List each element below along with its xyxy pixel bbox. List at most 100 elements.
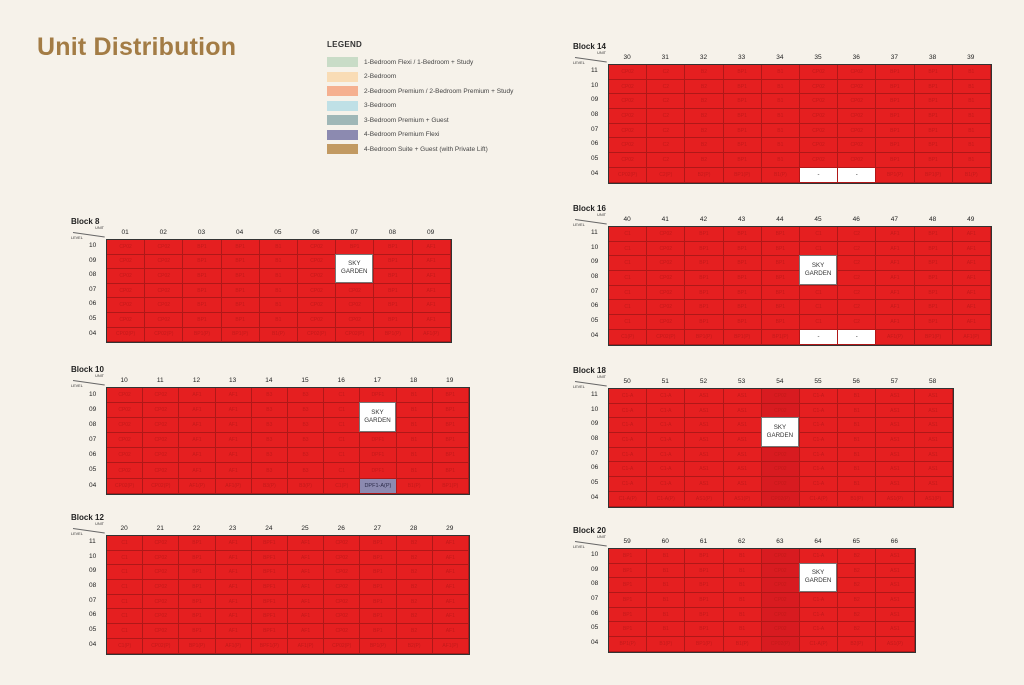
unit-cell[interactable] bbox=[799, 578, 839, 594]
unit-cell[interactable]: CP02 bbox=[609, 94, 648, 110]
unit-cell[interactable]: BP1 bbox=[336, 240, 375, 255]
unit-cell[interactable]: - bbox=[799, 167, 839, 183]
unit-cell[interactable]: CP02 bbox=[647, 256, 686, 272]
unit-cell[interactable]: AF1 bbox=[952, 315, 991, 330]
unit-cell[interactable]: BP1 bbox=[876, 109, 915, 124]
unit-cell[interactable]: BP1(P) bbox=[914, 329, 953, 345]
unit-cell[interactable]: BPF1 bbox=[251, 565, 288, 581]
unit-cell[interactable]: BP1 bbox=[914, 256, 953, 272]
unit-cell[interactable]: C1 bbox=[799, 227, 839, 242]
unit-cell[interactable]: CP02(P) bbox=[761, 491, 800, 507]
unit-cell[interactable]: CP02 bbox=[838, 65, 877, 80]
unit-cell[interactable]: B2 bbox=[396, 580, 433, 595]
unit-cell[interactable]: AF1 bbox=[215, 448, 252, 464]
unit-cell[interactable]: C2 bbox=[647, 94, 686, 110]
unit-cell[interactable]: BP1 bbox=[914, 227, 953, 242]
unit-cell[interactable]: CP02 bbox=[107, 283, 146, 299]
unit-cell[interactable]: B1 bbox=[259, 269, 298, 284]
unit-cell[interactable]: - bbox=[799, 329, 839, 345]
unit-cell[interactable]: C1-A bbox=[609, 418, 648, 434]
unit-cell[interactable]: AF1(P) bbox=[432, 638, 469, 654]
unit-cell[interactable]: B1 bbox=[259, 240, 298, 255]
unit-cell[interactable]: CP02(P) bbox=[647, 329, 686, 345]
unit-cell[interactable]: CP02 bbox=[143, 550, 180, 566]
unit-cell[interactable]: AS1 bbox=[876, 477, 915, 492]
unit-cell[interactable]: AF1 bbox=[287, 536, 325, 551]
unit-cell[interactable]: B2 bbox=[396, 550, 433, 566]
unit-cell[interactable]: BP1 bbox=[723, 227, 762, 242]
unit-cell[interactable]: B1 bbox=[761, 65, 800, 80]
unit-cell[interactable]: BP1 bbox=[914, 94, 953, 110]
unit-cell[interactable]: BP1 bbox=[761, 241, 800, 257]
unit-cell[interactable]: CP02 bbox=[838, 94, 877, 110]
unit-cell[interactable]: B3 bbox=[251, 418, 288, 434]
unit-cell[interactable]: AS1 bbox=[914, 433, 953, 448]
unit-cell[interactable]: DPF1 bbox=[360, 463, 397, 479]
unit-cell[interactable]: B2 bbox=[838, 563, 877, 579]
unit-cell[interactable]: BP1 bbox=[914, 79, 953, 95]
unit-cell[interactable]: C1-A bbox=[799, 462, 839, 478]
unit-cell[interactable]: C1 bbox=[609, 241, 648, 257]
unit-cell[interactable]: AF1 bbox=[432, 550, 469, 566]
unit-cell[interactable]: C1-A bbox=[647, 418, 686, 434]
unit-cell[interactable]: BP1 bbox=[685, 271, 724, 286]
unit-cell[interactable]: B1 bbox=[396, 388, 433, 404]
unit-cell[interactable]: B1 bbox=[838, 403, 877, 419]
unit-cell[interactable]: AS1(P) bbox=[914, 491, 953, 507]
unit-cell[interactable]: AF1 bbox=[215, 550, 252, 566]
unit-cell[interactable]: BP1 bbox=[876, 94, 915, 110]
unit-cell[interactable]: BP1(P) bbox=[183, 327, 222, 343]
unit-cell[interactable]: BP1 bbox=[609, 607, 648, 623]
unit-cell[interactable]: C1-A bbox=[799, 433, 839, 448]
unit-cell[interactable]: CP02 bbox=[761, 622, 800, 638]
unit-cell[interactable]: BP1 bbox=[761, 256, 800, 272]
unit-cell[interactable]: AF1 bbox=[179, 418, 216, 434]
unit-cell[interactable]: AS1 bbox=[876, 433, 915, 448]
unit-cell[interactable]: BP1(P) bbox=[723, 167, 762, 183]
unit-cell[interactable]: - bbox=[838, 329, 877, 345]
unit-cell[interactable]: CP02 bbox=[297, 254, 337, 270]
unit-cell[interactable]: CP02 bbox=[143, 403, 180, 419]
unit-cell[interactable]: B1 bbox=[952, 94, 991, 110]
unit-cell[interactable]: BP1 bbox=[432, 388, 469, 404]
unit-cell[interactable]: B2 bbox=[685, 79, 724, 95]
unit-cell[interactable]: B1 bbox=[723, 622, 762, 638]
unit-cell[interactable]: B2 bbox=[685, 65, 724, 80]
unit-cell[interactable]: AS1 bbox=[876, 403, 915, 419]
unit-cell[interactable]: B3 bbox=[251, 448, 288, 464]
unit-cell[interactable]: CP02 bbox=[324, 565, 361, 581]
unit-cell[interactable]: CP02 bbox=[647, 285, 686, 301]
unit-cell[interactable]: C1-A(P) bbox=[799, 637, 839, 652]
unit-cell[interactable]: AS1 bbox=[685, 389, 724, 404]
unit-cell[interactable]: C2 bbox=[838, 256, 877, 272]
unit-cell[interactable]: C1 bbox=[324, 388, 361, 404]
unit-cell[interactable]: C2 bbox=[838, 300, 877, 316]
unit-cell[interactable]: C1-A bbox=[647, 477, 686, 492]
unit-cell[interactable]: B3 bbox=[287, 403, 325, 419]
unit-cell[interactable]: B3 bbox=[251, 433, 288, 449]
unit-cell[interactable]: B1 bbox=[761, 123, 800, 139]
unit-cell[interactable]: AF1(P) bbox=[215, 638, 252, 654]
unit-cell[interactable]: BP1(P) bbox=[685, 329, 724, 345]
unit-cell[interactable]: B2 bbox=[396, 565, 433, 581]
unit-cell[interactable]: CP02 bbox=[107, 254, 146, 270]
unit-cell[interactable]: BP1 bbox=[685, 285, 724, 301]
unit-cell[interactable]: B1 bbox=[647, 578, 686, 594]
unit-cell[interactable]: BP1 bbox=[914, 138, 953, 154]
unit-cell[interactable]: AF1 bbox=[952, 300, 991, 316]
unit-cell[interactable]: AF1 bbox=[432, 565, 469, 581]
unit-cell[interactable]: BP1 bbox=[432, 403, 469, 419]
unit-cell[interactable]: B2 bbox=[685, 153, 724, 168]
unit-cell[interactable]: AF1 bbox=[215, 536, 252, 551]
unit-cell[interactable]: CP02 bbox=[647, 300, 686, 316]
unit-cell[interactable]: C1-A bbox=[647, 403, 686, 419]
unit-cell[interactable]: B2 bbox=[396, 594, 433, 610]
unit-cell[interactable]: B3 bbox=[251, 463, 288, 479]
unit-cell[interactable]: B2 bbox=[838, 549, 877, 564]
unit-cell[interactable]: B1 bbox=[647, 549, 686, 564]
unit-cell[interactable]: CP02 bbox=[761, 447, 800, 463]
unit-cell[interactable]: B1 bbox=[259, 312, 298, 328]
unit-cell[interactable]: B2 bbox=[396, 609, 433, 625]
unit-cell[interactable]: CP02 bbox=[107, 269, 146, 284]
unit-cell[interactable]: BP1(P) bbox=[374, 327, 413, 343]
